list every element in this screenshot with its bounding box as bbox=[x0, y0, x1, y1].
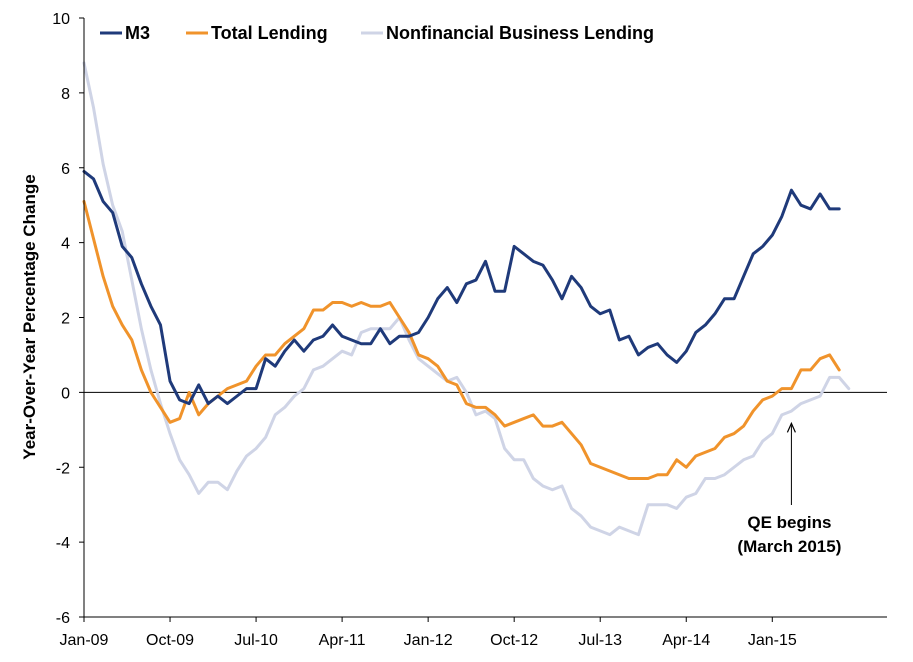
y-axis-label: Year-Over-Year Percentage Change bbox=[20, 174, 39, 459]
y-tick-label: 6 bbox=[61, 161, 70, 178]
legend-label: M3 bbox=[125, 23, 150, 43]
annotation-text: (March 2015) bbox=[737, 537, 841, 556]
y-tick-label: -4 bbox=[56, 535, 70, 552]
x-tick-label: Oct-12 bbox=[490, 632, 538, 649]
series-line-nonfinancial-business-lending bbox=[82, 61, 851, 537]
x-tick-label: Jan-15 bbox=[748, 632, 797, 649]
y-tick-label: 0 bbox=[61, 385, 70, 402]
legend-label: Nonfinancial Business Lending bbox=[386, 23, 654, 43]
y-axis: -6 -4 -2 0 2 4 6 8 10 bbox=[52, 11, 85, 627]
y-tick-label: 10 bbox=[52, 11, 70, 28]
x-tick-label: Jul-10 bbox=[234, 632, 278, 649]
annotation-text: QE begins bbox=[747, 513, 831, 532]
series-line-total-lending bbox=[82, 199, 841, 480]
plot-area bbox=[82, 61, 887, 537]
x-tick-label: Jan-09 bbox=[60, 632, 109, 649]
x-tick-label: Oct-09 bbox=[146, 632, 194, 649]
x-axis: Jan-09 Oct-09 Jul-10 Apr-11 Jan-12 Oct-12 Jul-… bbox=[60, 616, 887, 649]
legend-label: Total Lending bbox=[211, 23, 328, 43]
x-tick-label: Apr-11 bbox=[319, 632, 366, 649]
y-tick-label: 2 bbox=[61, 311, 70, 328]
y-tick-label: 8 bbox=[61, 86, 70, 103]
y-tick-label: -6 bbox=[56, 610, 70, 627]
x-tick-label: Apr-14 bbox=[662, 632, 710, 649]
y-tick-label: 4 bbox=[61, 236, 70, 253]
y-tick-label: -2 bbox=[56, 460, 70, 477]
x-tick-label: Jan-12 bbox=[404, 632, 453, 649]
annotation-arrowhead bbox=[786, 421, 796, 433]
x-tick-label: Jul-13 bbox=[578, 632, 622, 649]
legend: M3 Total Lending Nonfinancial Business Len… bbox=[100, 23, 654, 43]
series-line-m3 bbox=[82, 169, 841, 406]
annotation: QE begins (March 2015) bbox=[737, 421, 841, 556]
